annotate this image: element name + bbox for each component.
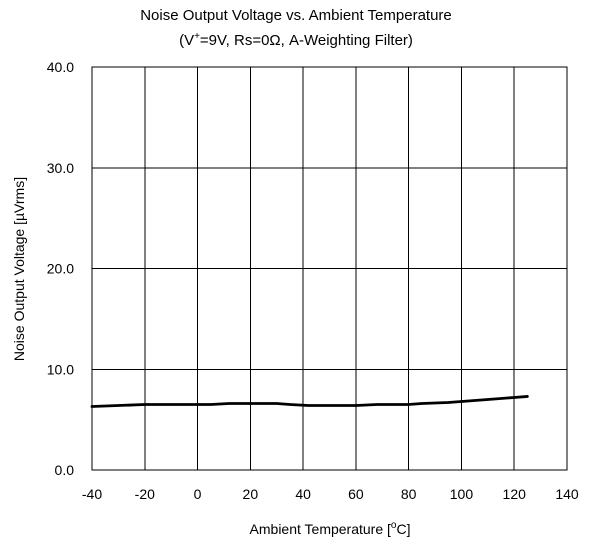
x-axis-label: Ambient Temperature [oC] bbox=[250, 520, 411, 537]
y-tick-label: 20.0 bbox=[47, 261, 74, 277]
x-tick-label: 0 bbox=[194, 486, 202, 502]
x-tick-label: -40 bbox=[82, 486, 102, 502]
x-tick-label: 20 bbox=[243, 486, 259, 502]
x-tick-label: 60 bbox=[348, 486, 364, 502]
y-tick-label: 40.0 bbox=[47, 59, 74, 75]
y-tick-label: 30.0 bbox=[47, 160, 74, 176]
x-tick-label: 140 bbox=[555, 486, 579, 502]
x-tick-label: 40 bbox=[295, 486, 311, 502]
y-tick-labels: 0.0 10.0 20.0 30.0 40.0 bbox=[47, 59, 74, 478]
x-tick-label: -20 bbox=[135, 486, 155, 502]
x-tick-labels: -40 -20 0 20 40 60 80 100 120 140 bbox=[82, 486, 579, 502]
y-tick-label: 10.0 bbox=[47, 361, 74, 377]
plot-area-frame bbox=[91, 66, 568, 471]
chart-title-line-1: Noise Output Voltage vs. Ambient Tempera… bbox=[140, 7, 452, 24]
y-tick-label: 0.0 bbox=[55, 462, 75, 478]
grid-lines bbox=[91, 66, 568, 471]
x-tick-label: 100 bbox=[450, 486, 474, 502]
y-axis-label: Noise Output Voltage [µVrms] bbox=[11, 177, 27, 361]
series-line bbox=[90, 395, 529, 408]
x-tick-label: 80 bbox=[401, 486, 417, 502]
chart-title-line-2: (V+=9V, Rs=0Ω, A-Weighting Filter) bbox=[179, 31, 413, 49]
x-tick-label: 120 bbox=[503, 486, 527, 502]
